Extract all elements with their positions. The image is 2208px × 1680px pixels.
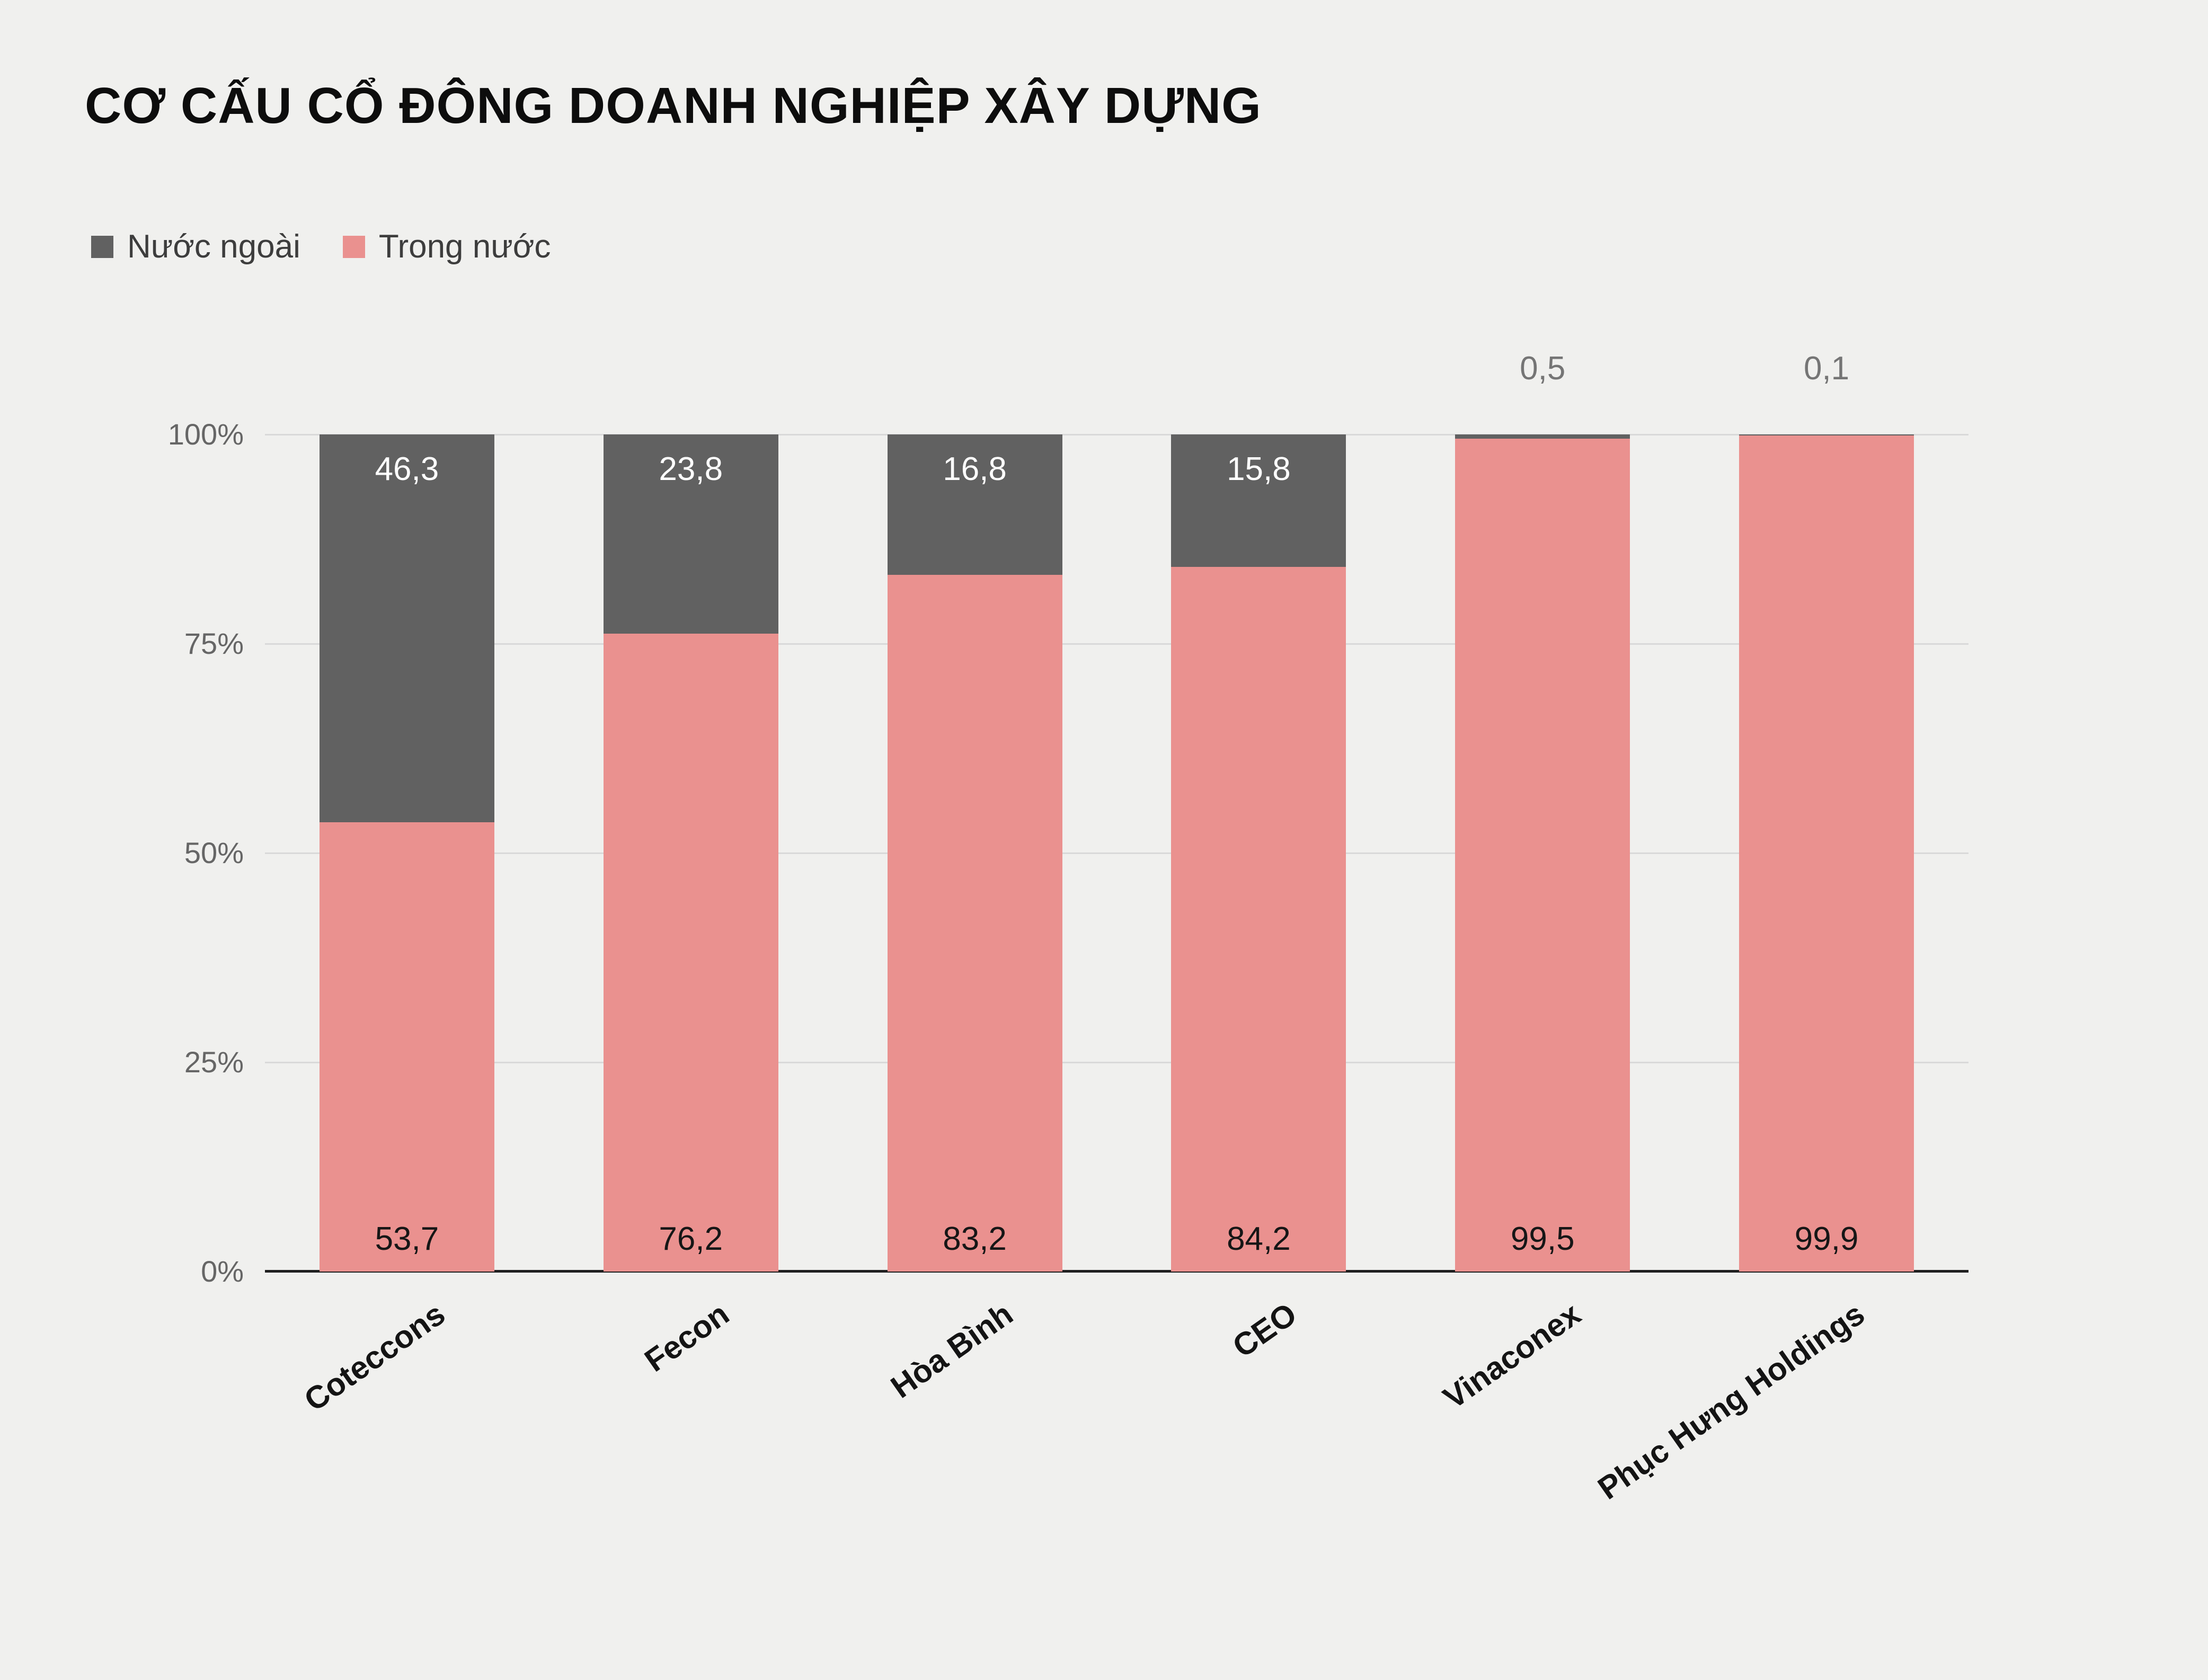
x-axis-category-label: Fecon (638, 1295, 735, 1379)
bar-value-label-domestic: 53,7 (375, 1221, 439, 1257)
bar-segment-domestic: 99,9 (1739, 435, 1914, 1272)
bar-value-label-foreign: 15,8 (1227, 451, 1291, 488)
bar-segment-foreign: 16,8 (887, 434, 1062, 575)
bar-value-label-foreign: 46,3 (375, 451, 439, 488)
bar-segment-domestic: 99,5 (1455, 438, 1630, 1272)
legend-item-foreign: Nước ngoài (91, 228, 300, 265)
x-axis-category-label: CEO (1226, 1295, 1303, 1365)
bar-segment-foreign: 15,8 (1171, 434, 1346, 567)
gridline-75 (265, 643, 1968, 645)
bar-value-label-domestic: 99,5 (1510, 1221, 1575, 1257)
bar-value-label-foreign-outside: 0,5 (1520, 350, 1566, 387)
bar-segment-foreign (1455, 434, 1630, 439)
bar-value-label-domestic: 99,9 (1794, 1221, 1859, 1257)
x-axis-category-label: Phục Hưng Holdings (1591, 1295, 1872, 1506)
y-axis-tick-label: 75% (184, 627, 244, 660)
bar-segment-foreign (1739, 434, 1914, 435)
bar-value-label-domestic: 76,2 (659, 1221, 723, 1257)
bar-value-label-foreign: 16,8 (943, 451, 1007, 488)
bar-segment-domestic: 76,2 (603, 634, 778, 1272)
bar-value-label-domestic: 84,2 (1227, 1221, 1291, 1257)
x-axis-line (265, 1270, 1968, 1273)
bar-segment-domestic: 53,7 (319, 822, 494, 1272)
y-axis-tick-label: 50% (184, 836, 244, 869)
bar-value-label-foreign: 23,8 (659, 451, 723, 488)
bar-segment-foreign: 46,3 (319, 434, 494, 822)
legend-label-foreign: Nước ngoài (127, 228, 300, 265)
x-axis-category-label: Vinaconex (1436, 1295, 1588, 1416)
legend-label-domestic: Trong nước (378, 228, 551, 265)
legend: Nước ngoài Trong nước (91, 228, 551, 265)
bar-value-label-domestic: 83,2 (943, 1221, 1007, 1257)
plot-area: 0% 25% 50% 75% 100% 53,7 46,3 Coteccons 76,2 23,8… (168, 350, 1968, 1506)
x-axis-category-label: Coteccons (298, 1295, 451, 1418)
legend-item-domestic: Trong nước (342, 228, 551, 265)
bar-segment-domestic: 83,2 (887, 575, 1062, 1272)
gridline-50 (265, 852, 1968, 854)
bar-segment-domestic: 84,2 (1171, 566, 1346, 1272)
y-axis-tick-label: 25% (184, 1045, 244, 1079)
y-axis-tick-label: 0% (201, 1255, 244, 1288)
y-axis-tick-label: 100% (167, 417, 244, 451)
gridline-25 (265, 1061, 1968, 1063)
gridline-100 (265, 433, 1968, 435)
legend-swatch-foreign (91, 235, 113, 258)
bar-value-label-foreign-outside: 0,1 (1803, 350, 1850, 387)
legend-swatch-domestic (342, 235, 365, 258)
chart-title: CƠ CẤU CỔ ĐÔNG DOANH NGHIỆP XÂY DỰNG (85, 77, 1262, 134)
bar-segment-foreign: 23,8 (603, 434, 778, 634)
x-axis-category-label: Hòa Bình (884, 1295, 1019, 1405)
